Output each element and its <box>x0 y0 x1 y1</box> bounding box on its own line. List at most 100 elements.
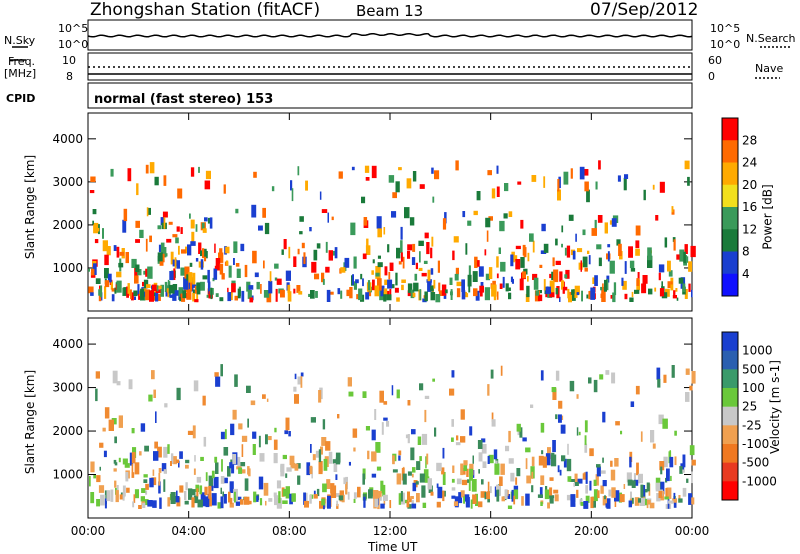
power-data-cell <box>173 268 175 280</box>
power-data-cell <box>282 249 284 255</box>
power-data-cell <box>413 283 418 292</box>
velocity-data-cell <box>442 491 444 502</box>
power-data-cell <box>685 161 690 170</box>
power-data-cell <box>567 246 570 258</box>
power-data-cell <box>122 220 126 233</box>
power-data-cell <box>298 291 302 295</box>
power-data-cell <box>596 244 601 249</box>
velocity-data-cell <box>184 491 186 500</box>
power-data-cell <box>235 296 239 301</box>
velocity-data-cell <box>505 489 508 499</box>
velocity-data-cell <box>419 383 423 390</box>
velocity-data-cell <box>194 455 196 462</box>
power-data-cell <box>418 241 424 246</box>
power-data-cell <box>586 295 588 299</box>
velocity-data-cell <box>538 494 543 498</box>
velocity-data-cell <box>560 470 562 476</box>
velocity-data-cell <box>416 461 420 470</box>
power-data-cell <box>327 290 331 302</box>
power-data-cell <box>543 176 545 188</box>
velocity-data-cell <box>419 456 422 461</box>
velocity-data-cell <box>416 481 419 484</box>
velocity-data-cell <box>185 460 189 463</box>
velocity-data-cell <box>142 503 145 508</box>
power-data-cell <box>648 256 652 259</box>
velocity-data-cell <box>456 442 461 445</box>
power-data-cell <box>358 289 362 301</box>
power-data-cell <box>293 289 295 294</box>
velocity-data-cell <box>215 377 220 387</box>
velocity-data-cell <box>431 492 434 496</box>
power-data-cell <box>624 178 627 191</box>
power-data-cell <box>608 251 610 261</box>
velocity-data-cell <box>629 501 632 508</box>
power-data-cell <box>425 233 429 239</box>
velocity-data-cell <box>608 490 611 497</box>
velocity-data-cell <box>663 375 666 383</box>
velocity-data-cell <box>437 502 441 508</box>
power-data-cell <box>407 178 412 188</box>
velocity-data-cell <box>286 418 290 431</box>
power-data-cell <box>509 211 513 217</box>
power-data-cell <box>181 227 183 234</box>
power-data-cell <box>104 286 106 299</box>
power-data-cell <box>585 268 588 272</box>
velocity-data-cell <box>553 490 558 494</box>
power-data-cell <box>438 261 440 273</box>
power-data-cell <box>539 265 542 268</box>
power-data-cell <box>674 239 676 250</box>
velocity-data-cell <box>314 494 318 499</box>
power-data-cell <box>500 284 503 290</box>
velocity-data-cell <box>326 479 330 489</box>
power-data-cell <box>432 197 434 203</box>
colorbar-swatch <box>722 185 738 208</box>
power-data-cell <box>508 293 511 300</box>
velocity-data-cell <box>96 371 100 378</box>
power-data-cell <box>373 259 375 263</box>
velocity-data-cell <box>496 461 498 464</box>
power-data-cell <box>139 230 143 238</box>
power-data-cell <box>222 273 225 279</box>
velocity-data-cell <box>525 448 530 453</box>
power-data-cell <box>596 182 598 190</box>
velocity-data-cell <box>413 483 417 491</box>
velocity-data-cell <box>471 500 473 509</box>
power-data-cell <box>96 278 101 284</box>
velocity-data-cell <box>147 500 152 507</box>
velocity-data-cell <box>604 495 606 499</box>
velocity-data-cell <box>481 479 484 484</box>
velocity-data-cell <box>669 457 673 467</box>
power-data-cell <box>317 243 321 248</box>
velocity-data-cell <box>463 496 465 503</box>
velocity-data-cell <box>408 434 410 443</box>
power-data-cell <box>206 171 211 179</box>
power-data-cell <box>378 256 381 259</box>
velocity-data-cell <box>472 479 477 492</box>
power-data-cell <box>360 274 362 279</box>
velocity-data-cell <box>577 394 579 399</box>
velocity-data-cell <box>436 463 442 471</box>
velocity-data-cell <box>508 431 511 442</box>
power-data-cell <box>584 182 589 192</box>
velocity-data-cell <box>214 477 219 488</box>
velocity-data-cell <box>393 469 398 472</box>
velocity-data-cell <box>451 438 454 442</box>
colorbar-tick-label: 1000 <box>742 344 773 358</box>
velocity-data-cell <box>558 401 562 409</box>
velocity-data-cell <box>278 491 280 503</box>
power-data-cell <box>413 171 416 182</box>
power-data-cell <box>438 283 440 292</box>
velocity-data-cell <box>549 487 552 495</box>
power-data-cell <box>315 291 318 298</box>
velocity-data-cell <box>363 391 367 398</box>
velocity-data-cell <box>353 448 355 452</box>
velocity-data-cell <box>610 461 613 467</box>
velocity-data-cell <box>615 421 620 425</box>
velocity-data-cell <box>267 399 269 402</box>
power-data-cell <box>691 246 696 257</box>
power-data-cell <box>197 282 201 294</box>
velocity-data-cell <box>674 431 677 436</box>
velocity-data-cell <box>240 499 244 505</box>
power-data-cell <box>150 162 155 173</box>
velocity-data-cell <box>380 497 382 501</box>
